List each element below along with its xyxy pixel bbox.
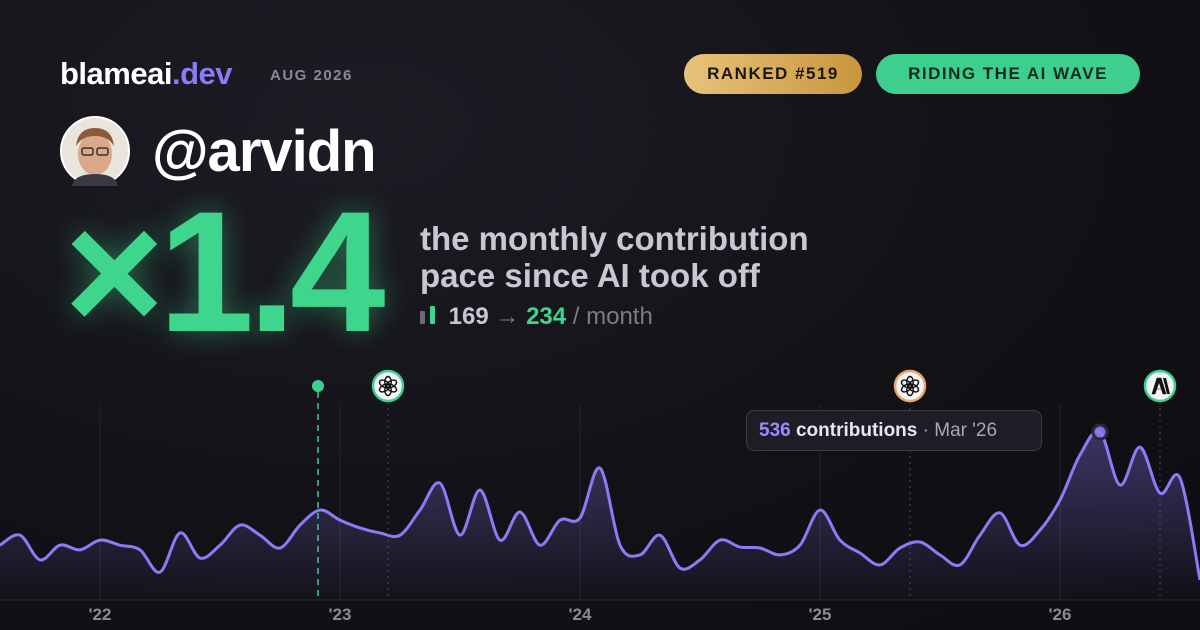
status-badge: RIDING THE AI WAVE (876, 54, 1140, 94)
after-value: 234 (526, 303, 567, 330)
before-value: 169 (448, 303, 489, 330)
area (0, 431, 1200, 600)
x-tick-label: '26 (1049, 605, 1072, 624)
rank-badge: RANKED #519 (684, 54, 862, 94)
brand-name: blameai (60, 56, 172, 91)
icon-glyph (1163, 378, 1170, 394)
x-tick-label: '23 (329, 605, 352, 624)
stats: 169 → 234 / month (420, 303, 653, 331)
after-bar (430, 306, 435, 324)
x-tick-label: '24 (569, 605, 592, 624)
tooltip-date: Mar '26 (934, 420, 998, 441)
x-tick-label: '22 (89, 605, 112, 624)
tooltip-separator: · (922, 420, 929, 441)
mini-bars (420, 306, 435, 324)
arrow: → (495, 303, 520, 330)
brand[interactable]: blameai.dev (60, 56, 232, 92)
unit: / month (572, 303, 653, 330)
event-icon (893, 369, 927, 403)
tooltip: 536 contributions · Mar '26 (746, 410, 1042, 451)
tooltip-label: contributions (795, 420, 918, 441)
line (0, 429, 1200, 581)
before-bar (420, 311, 425, 324)
event-icon (371, 369, 405, 403)
peak-marker (1091, 423, 1109, 441)
brand-tld: .dev (171, 56, 233, 91)
event-icon (1143, 369, 1177, 403)
caption-line: the monthly contribution (420, 220, 809, 257)
date: AUG 2026 (270, 67, 353, 84)
caption-line: pace since AI took off (420, 257, 760, 294)
multiplier: ×1.4 (64, 176, 386, 368)
x-tick-label: '25 (809, 605, 832, 624)
icon-glyph (378, 379, 391, 389)
tooltip-value: 536 (759, 420, 791, 441)
icon-glyph (900, 379, 913, 389)
handle: @arvidn (152, 119, 377, 184)
avatar[interactable] (60, 116, 130, 186)
icon-glyph (1151, 377, 1167, 395)
event-dot (312, 380, 324, 392)
